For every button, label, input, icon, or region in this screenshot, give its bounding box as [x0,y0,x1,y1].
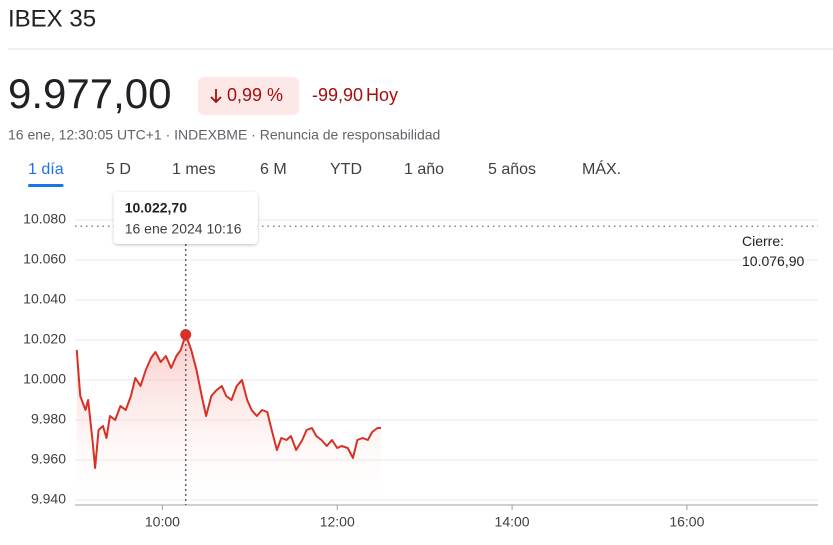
chart: 9.940 9.960 9.980 10.000 10.020 10.040 10.060 1… [23,192,818,530]
change-badge [198,77,299,115]
y-tick-label: 10.020 [23,331,66,347]
tooltip-value: 10.022,70 [125,200,187,216]
previous-close-label: 10.076,90 [742,253,804,269]
area-fill [76,334,381,500]
previous-close-title: Cierre: [742,233,784,249]
meta: 16 ene, 12:30:05 UTC+1 · INDEXBME · Renu… [8,127,440,143]
x-tick-label: 10:00 [145,514,180,530]
tabs: 1 día 5 D 1 mes 6 M YTD 1 año 5 años MÁX. [28,159,621,187]
x-tick-label: 14:00 [495,514,530,530]
tooltip-box [113,192,258,244]
tab[interactable]: YTD [330,161,362,178]
change-abs: -99,90 [312,85,363,105]
change-period: Hoy [366,85,398,105]
tooltip-time: 16 ene 2024 10:16 [125,221,242,237]
tab[interactable]: 1 mes [172,161,216,178]
price-line [75,333,381,469]
tab-underline [28,184,64,187]
tab[interactable]: 6 M [260,161,287,178]
title: IBEX 35 [8,5,96,32]
price: 9.977,00 [8,70,172,117]
y-tick-label: 10.040 [23,291,66,307]
change-pct: 0,99 % [227,85,283,105]
y-tick-label: 10.080 [23,211,66,227]
y-tick-label: 10.000 [23,371,66,387]
x-tick-label: 16:00 [669,514,704,530]
x-tick-label: 12:00 [320,514,355,530]
y-tick-label: 9.980 [31,411,66,427]
y-tick-label: 10.060 [23,251,66,267]
down-arrow [210,89,222,104]
hover-dot [180,329,192,341]
tab[interactable]: 5 D [106,161,131,178]
tab[interactable]: 1 día [28,161,64,178]
tab[interactable]: 5 años [488,161,536,178]
y-tick-label: 9.960 [31,451,66,467]
tab[interactable]: 1 año [404,161,444,178]
y-tick-label: 9.940 [31,491,66,507]
tab[interactable]: MÁX. [582,159,621,178]
